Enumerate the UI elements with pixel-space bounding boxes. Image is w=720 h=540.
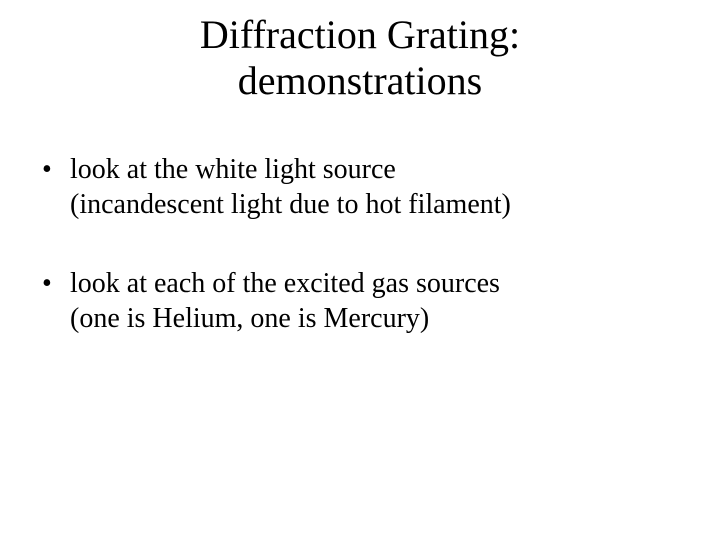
title-line-2: demonstrations — [30, 58, 690, 104]
bullet-line-1: look at each of the excited gas sources — [70, 266, 690, 301]
slide-title: Diffraction Grating: demonstrations — [30, 12, 690, 104]
title-line-1: Diffraction Grating: — [30, 12, 690, 58]
bullet-line-2: (one is Helium, one is Mercury) — [70, 301, 690, 336]
slide: Diffraction Grating: demonstrations look… — [0, 0, 720, 540]
list-item: look at the white light source (incandes… — [42, 152, 690, 222]
list-item: look at each of the excited gas sources … — [42, 266, 690, 336]
bullet-line-1: look at the white light source — [70, 152, 690, 187]
bullet-list: look at the white light source (incandes… — [42, 152, 690, 336]
bullet-line-2: (incandescent light due to hot filament) — [70, 187, 690, 222]
